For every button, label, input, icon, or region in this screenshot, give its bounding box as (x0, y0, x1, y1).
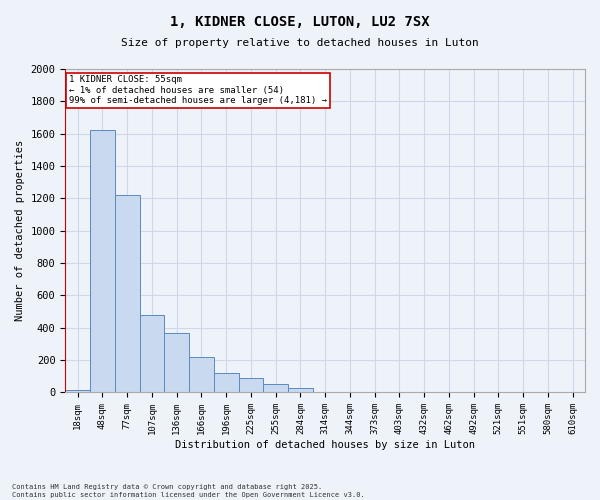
Bar (90, 130, 115, 392)
Text: Size of property relative to detached houses in Luton: Size of property relative to detached ho… (121, 38, 479, 48)
Text: 1, KIDNER CLOSE, LUTON, LU2 7SX: 1, KIDNER CLOSE, LUTON, LU2 7SX (170, 15, 430, 29)
Text: 1 KIDNER CLOSE: 55sqm
← 1% of detached houses are smaller (54)
99% of semi-detac: 1 KIDNER CLOSE: 55sqm ← 1% of detached h… (69, 76, 327, 106)
Bar (239, 378, 263, 392)
Bar (140, 315, 164, 392)
X-axis label: Distribution of detached houses by size in Luton: Distribution of detached houses by size … (175, 440, 475, 450)
Bar (214, 373, 239, 392)
Text: Contains HM Land Registry data © Crown copyright and database right 2025.
Contai: Contains HM Land Registry data © Crown c… (12, 484, 365, 498)
Bar (263, 384, 288, 392)
Y-axis label: Number of detached properties: Number of detached properties (15, 140, 25, 322)
Bar (65, 390, 90, 392)
Bar (189, 357, 214, 392)
Bar (115, 195, 140, 392)
Bar (288, 388, 313, 392)
Bar (164, 332, 189, 392)
